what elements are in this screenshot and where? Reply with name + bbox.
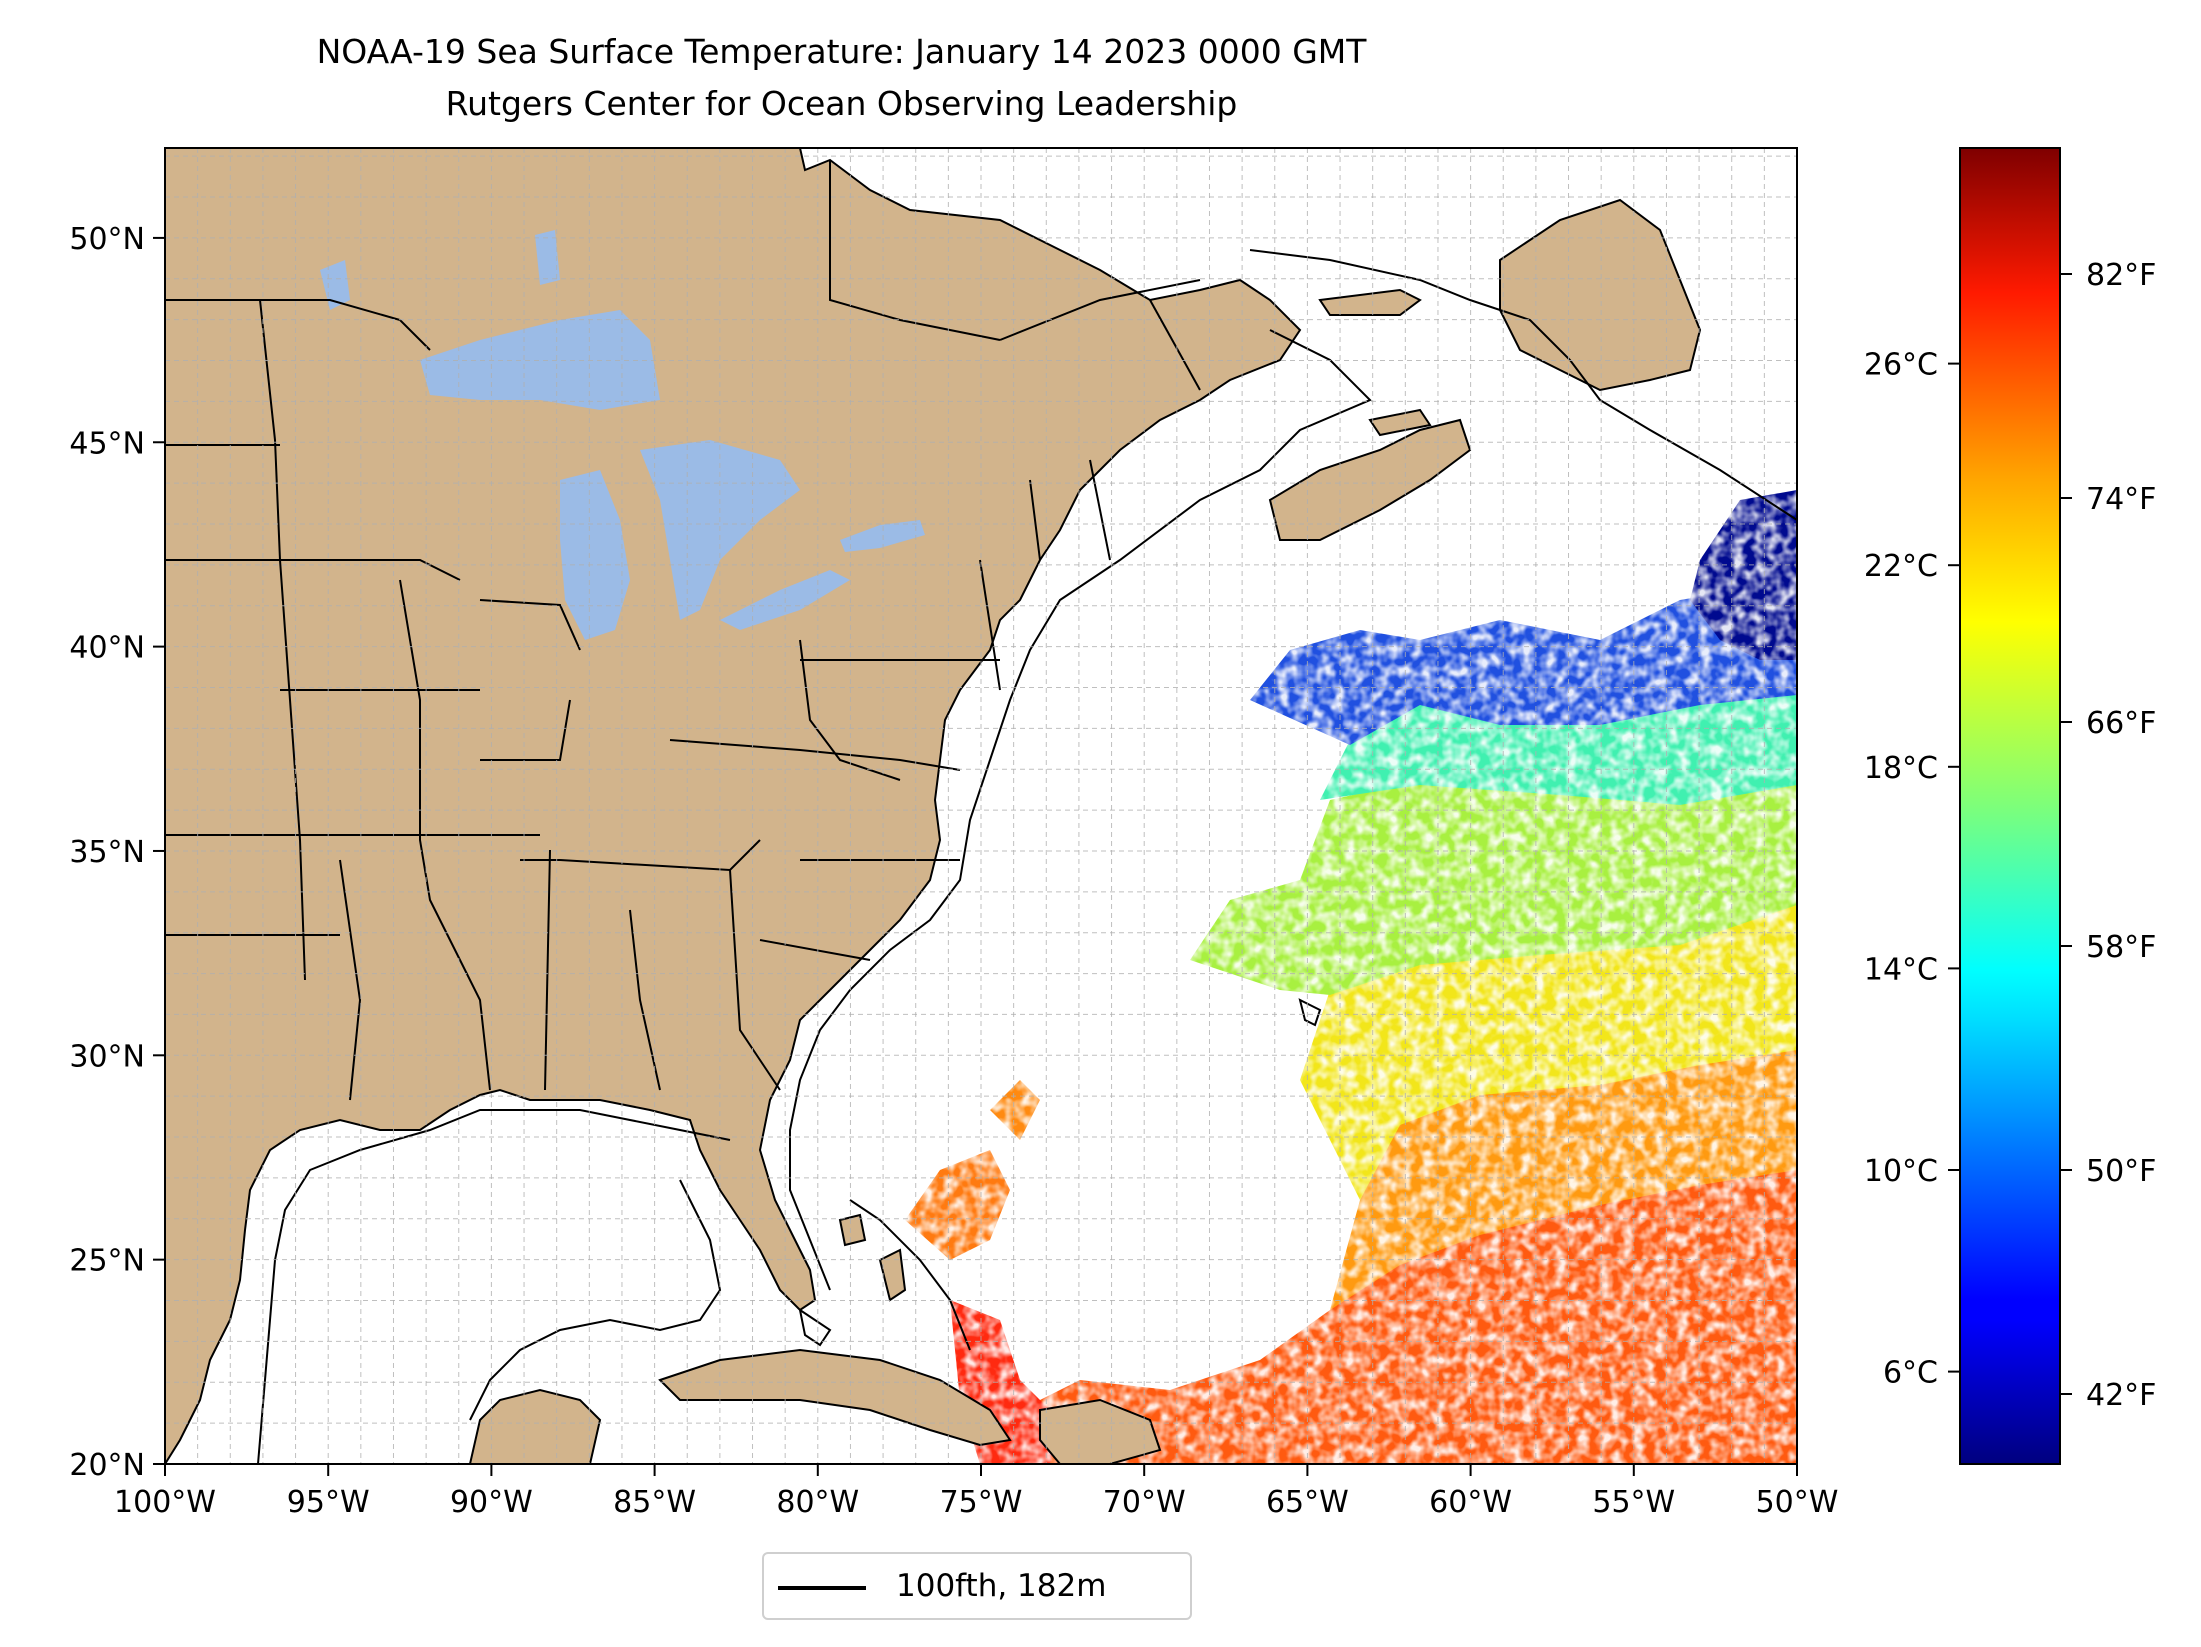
newfoundland-land [1499, 198, 1702, 392]
isobath-100fth [257, 249, 1797, 1464]
lon-tick-label: 50°W [1756, 1485, 1839, 1520]
c-tick-label: 14°C [1864, 952, 1938, 987]
f-tick-label: 66°F [2086, 706, 2156, 741]
c-tick-label: 6°C [1883, 1356, 1938, 1391]
colorbar [1959, 147, 2061, 1465]
legend-label: 100fth, 182m [896, 1568, 1107, 1604]
f-tick-label: 50°F [2086, 1154, 2156, 1189]
lon-tick-label: 55°W [1592, 1485, 1675, 1520]
lake-michigan [560, 470, 630, 640]
lat-tick-label: 25°N [69, 1244, 145, 1279]
nova-scotia-land [1268, 418, 1472, 541]
political-boundaries [165, 160, 1201, 1101]
lat-tick-label: 50°N [69, 222, 145, 257]
legend-line-swatch [778, 1586, 866, 1590]
lon-tick-label: 95°W [287, 1485, 370, 1520]
lat-tick-label: 40°N [69, 631, 145, 666]
lat-tick-label: 45°N [69, 426, 145, 461]
f-tick-label: 58°F [2086, 930, 2156, 965]
anticosti-pei-land [1318, 288, 1432, 437]
lon-tick-label: 85°W [613, 1485, 696, 1520]
lake-ontario [840, 520, 925, 552]
longitude-axis: 100°W 95°W 90°W 85°W 80°W 75°W 70°W 65°W 60°W 55°… [114, 1464, 1838, 1520]
cloud-mask-speckle [900, 480, 1797, 1464]
cuba-land [658, 1348, 1012, 1447]
c-tick-label: 26°C [1864, 348, 1938, 383]
c-tick-label: 10°C [1864, 1154, 1938, 1189]
lon-tick-label: 60°W [1429, 1485, 1512, 1520]
lat-tick-label: 20°N [69, 1448, 145, 1483]
f-tick-label: 42°F [2086, 1378, 2156, 1413]
latitude-axis: 20°N 25°N 30°N 35°N 40°N 45°N 50°N [69, 222, 165, 1483]
north-america-land [165, 148, 1302, 1464]
c-tick-label: 18°C [1864, 751, 1938, 786]
map-subtitle: Rutgers Center for Ocean Observing Leade… [445, 84, 1238, 123]
lon-tick-label: 75°W [940, 1485, 1023, 1520]
map-title: NOAA-19 Sea Surface Temperature: January… [316, 32, 1367, 71]
f-tick-label: 74°F [2086, 482, 2156, 517]
lon-tick-label: 65°W [1266, 1485, 1349, 1520]
lon-tick-label: 80°W [776, 1485, 859, 1520]
c-tick-label: 22°C [1864, 549, 1938, 584]
lake-superior [420, 310, 660, 410]
fahrenheit-scale: 42°F 50°F 58°F 66°F 74°F 82°F [2060, 258, 2156, 1413]
florida-keys-bahamas [838, 1213, 907, 1302]
f-tick-label: 82°F [2086, 258, 2156, 293]
lon-tick-label: 90°W [450, 1485, 533, 1520]
celsius-scale: 6°C 10°C 14°C 18°C 22°C 26°C [1864, 348, 1960, 1391]
lat-lon-gridlines [165, 148, 1797, 1464]
land-layer [165, 148, 1702, 1464]
lon-tick-label: 100°W [114, 1485, 216, 1520]
legend-box: 100fth, 182m [762, 1552, 1192, 1620]
hispaniola-land [1039, 1398, 1162, 1464]
lat-tick-label: 35°N [69, 835, 145, 870]
yucatan-land [468, 1388, 602, 1464]
lon-tick-label: 70°W [1103, 1485, 1186, 1520]
lat-tick-label: 30°N [69, 1039, 145, 1074]
